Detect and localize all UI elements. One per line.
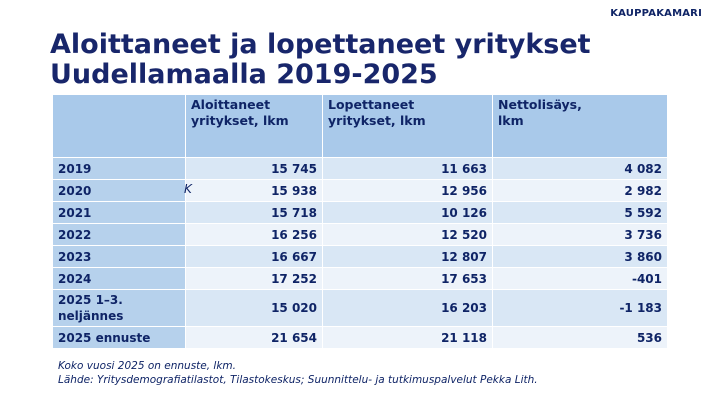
note: Lähde: Yritysdemografiatilastot, Tilasto… <box>58 374 538 386</box>
value-cell: 17 252 <box>185 267 323 290</box>
value-cell: 21 654 <box>185 326 323 349</box>
title: Aloittaneet ja lopettaneet yritykset Uud… <box>50 30 591 90</box>
table-row: 2022 16 256 12 520 3 736 <box>52 223 668 246</box>
table-row: 2019 15 745 11 663 4 082 <box>52 157 668 180</box>
table-header: Aloittaneet yritykset, lkm Lopettaneet yr… <box>52 94 668 158</box>
value-cell: 4 082 <box>492 157 668 180</box>
value-cell: 12 807 <box>322 245 493 268</box>
value-cell: 15 020 <box>185 289 323 327</box>
title-line: Uudellamaalla 2019-2025 <box>50 59 438 90</box>
table-row: 2025 1–3. neljännes 15 020 16 203 -1 183 <box>52 289 668 327</box>
table-row: 2020 15 938 12 956 2 982 <box>52 179 668 202</box>
table-body: 2019 15 745 11 663 4 082 2020 15 938 12 956 2 9… <box>52 157 668 349</box>
title-line: Aloittaneet ja lopettaneet yritykset <box>50 29 591 60</box>
value-cell: 3 860 <box>492 245 668 268</box>
value-cell: 16 256 <box>185 223 323 246</box>
value-cell: 3 736 <box>492 223 668 246</box>
value-cell: 12 520 <box>322 223 493 246</box>
header-cell: Aloittaneet yritykset, lkm <box>185 94 323 158</box>
table-row: 2023 16 667 12 807 3 860 <box>52 245 668 268</box>
note: Koko vuosi 2025 on ennuste, lkm. <box>58 360 236 372</box>
header-text: Nettolisäys, lkm <box>498 97 582 128</box>
table-row: 2021 15 718 10 126 5 592 <box>52 201 668 224</box>
table-row: 2025 ennuste 21 654 21 118 536 <box>52 326 668 349</box>
value-cell: 16 203 <box>322 289 493 327</box>
header-row: Aloittaneet yritykset, lkm Lopettaneet yr… <box>52 94 668 158</box>
value-cell: 15 938 <box>185 179 323 202</box>
value-cell: 15 745 <box>185 157 323 180</box>
value-cell: 17 653 <box>322 267 493 290</box>
annotation: K <box>184 182 192 196</box>
value-cell: -401 <box>492 267 668 290</box>
header-cell <box>52 94 186 158</box>
header-cell: Lopettaneet yritykset, lkm <box>322 94 493 158</box>
value-cell: 2 982 <box>492 179 668 202</box>
value-cell: 10 126 <box>322 201 493 224</box>
row-label: 2025 1–3. neljännes <box>52 289 186 327</box>
row-label: 2025 ennuste <box>52 326 186 349</box>
header-text: Lopettaneet yritykset, lkm <box>328 97 426 128</box>
value-cell: 5 592 <box>492 201 668 224</box>
value-cell: 16 667 <box>185 245 323 268</box>
value-cell: 15 718 <box>185 201 323 224</box>
row-label: 2022 <box>52 223 186 246</box>
header-text: Aloittaneet yritykset, lkm <box>191 97 289 128</box>
row-label: 2020 <box>52 179 186 202</box>
row-label: 2023 <box>52 245 186 268</box>
data-table: Aloittaneet yritykset, lkm Lopettaneet yr… <box>52 94 668 349</box>
notes: Koko vuosi 2025 on ennuste, lkm. Lähde: … <box>58 359 538 387</box>
value-cell: 21 118 <box>322 326 493 349</box>
row-label: 2024 <box>52 267 186 290</box>
value-cell: 12 956 <box>322 179 493 202</box>
table-row: 2024 17 252 17 653 -401 <box>52 267 668 290</box>
brand-logo: KAUPPAKAMARI <box>610 8 702 19</box>
row-label: 2021 <box>52 201 186 224</box>
value-cell: -1 183 <box>492 289 668 327</box>
value-cell: 11 663 <box>322 157 493 180</box>
row-label: 2019 <box>52 157 186 180</box>
value-cell: 536 <box>492 326 668 349</box>
header-cell: Nettolisäys, lkm <box>492 94 668 158</box>
